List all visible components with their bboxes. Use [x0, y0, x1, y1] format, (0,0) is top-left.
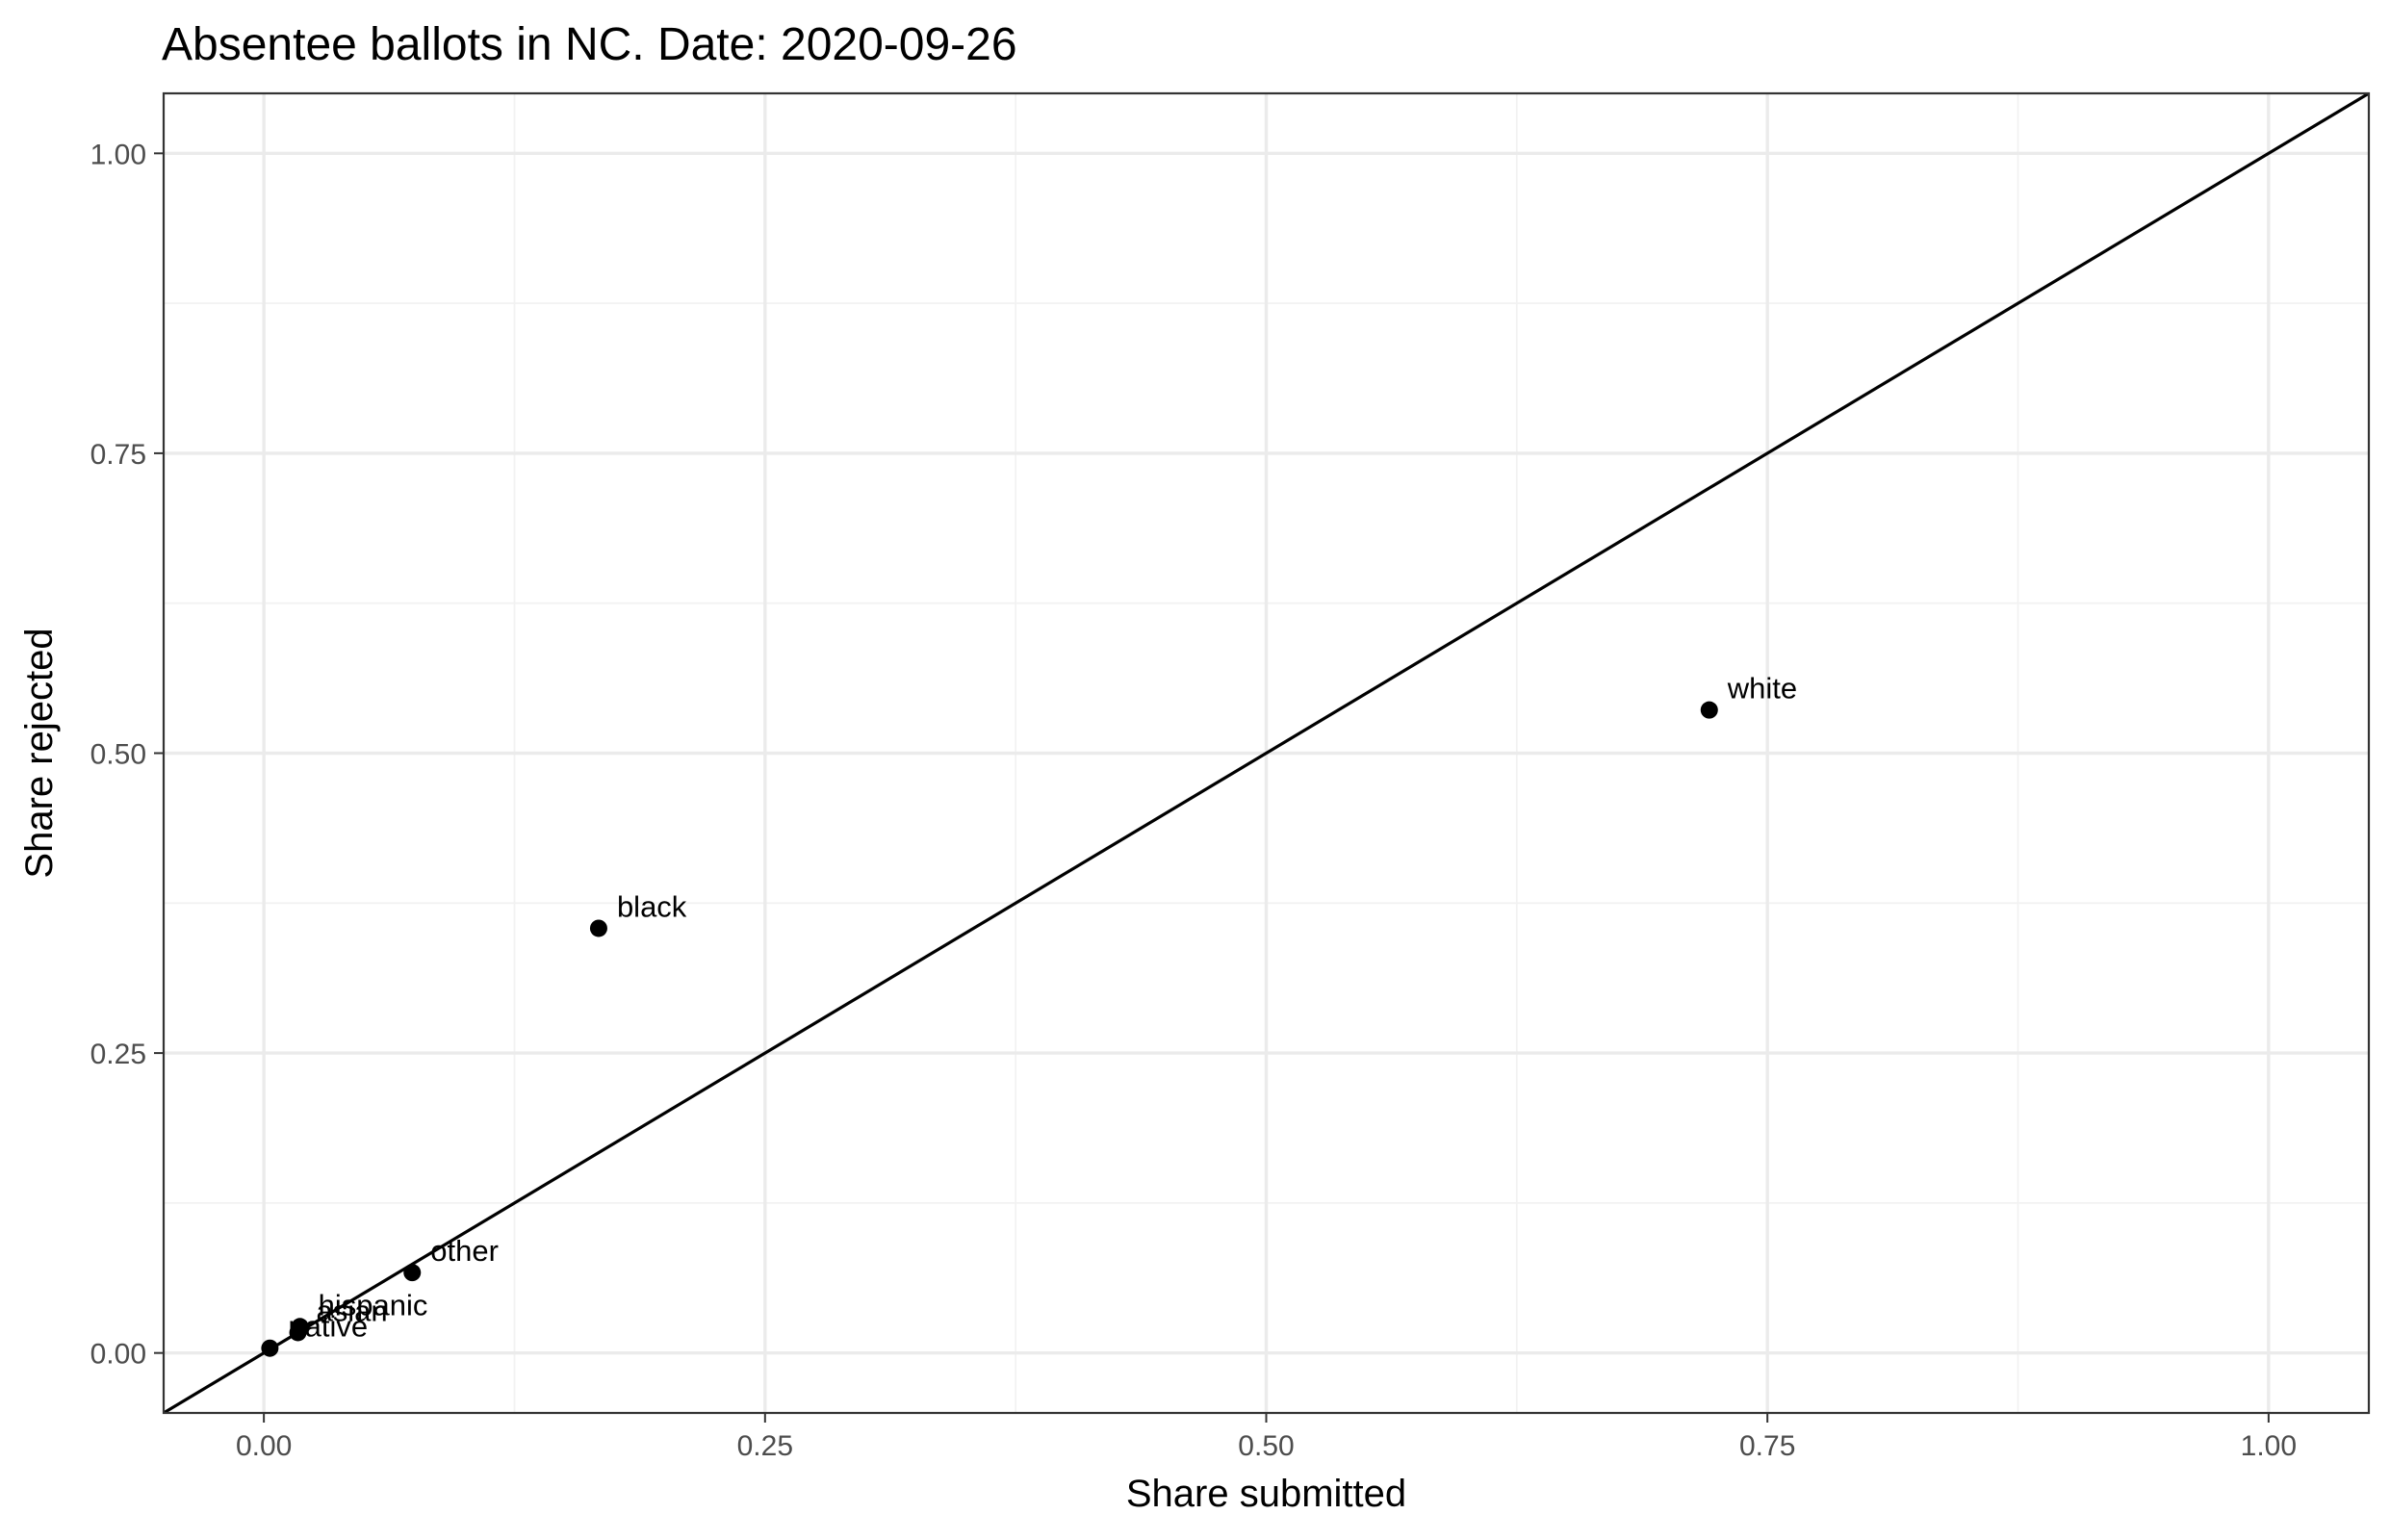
x-axis-title: Share submitted [1126, 1473, 1406, 1515]
point-label-hispanic: hispanic [319, 1288, 428, 1322]
y-axis-ticks: 0.00 0.25 0.50 0.75 1.00 [90, 139, 164, 1371]
point-label-asian: asian [317, 1294, 388, 1327]
point-label-white: white [1727, 672, 1797, 706]
x-tick-label: 0.75 [1739, 1430, 1795, 1462]
x-tick-label: 0.25 [737, 1430, 793, 1462]
point-label-black: black [617, 889, 687, 923]
y-tick-label: 0.00 [90, 1339, 146, 1371]
point-black [589, 919, 607, 937]
points-layer [261, 701, 1718, 1357]
y-tick-label: 1.00 [90, 139, 146, 170]
point-other [403, 1264, 422, 1282]
major-grid [164, 93, 2369, 1413]
x-tick-label: 0.00 [236, 1430, 292, 1462]
y-tick-label: 0.25 [90, 1039, 146, 1070]
y-tick-label: 0.75 [90, 439, 146, 471]
point-white [1700, 701, 1718, 719]
x-axis-ticks: 0.00 0.25 0.50 0.75 1.00 [236, 1413, 2297, 1462]
x-tick-label: 0.50 [1238, 1430, 1294, 1462]
identity-line [164, 93, 2369, 1413]
y-tick-label: 0.50 [90, 739, 146, 771]
chart-title: Absentee ballots in NC. Date: 2020-09-26 [162, 19, 1017, 70]
reference-line-layer [164, 93, 2369, 1413]
point-label-other: other [430, 1234, 499, 1268]
x-tick-label: 1.00 [2241, 1430, 2297, 1462]
point-asian [289, 1323, 307, 1342]
y-axis-title: Share rejected [18, 628, 61, 878]
point-native [261, 1339, 279, 1357]
point-label-native: native [288, 1310, 368, 1344]
